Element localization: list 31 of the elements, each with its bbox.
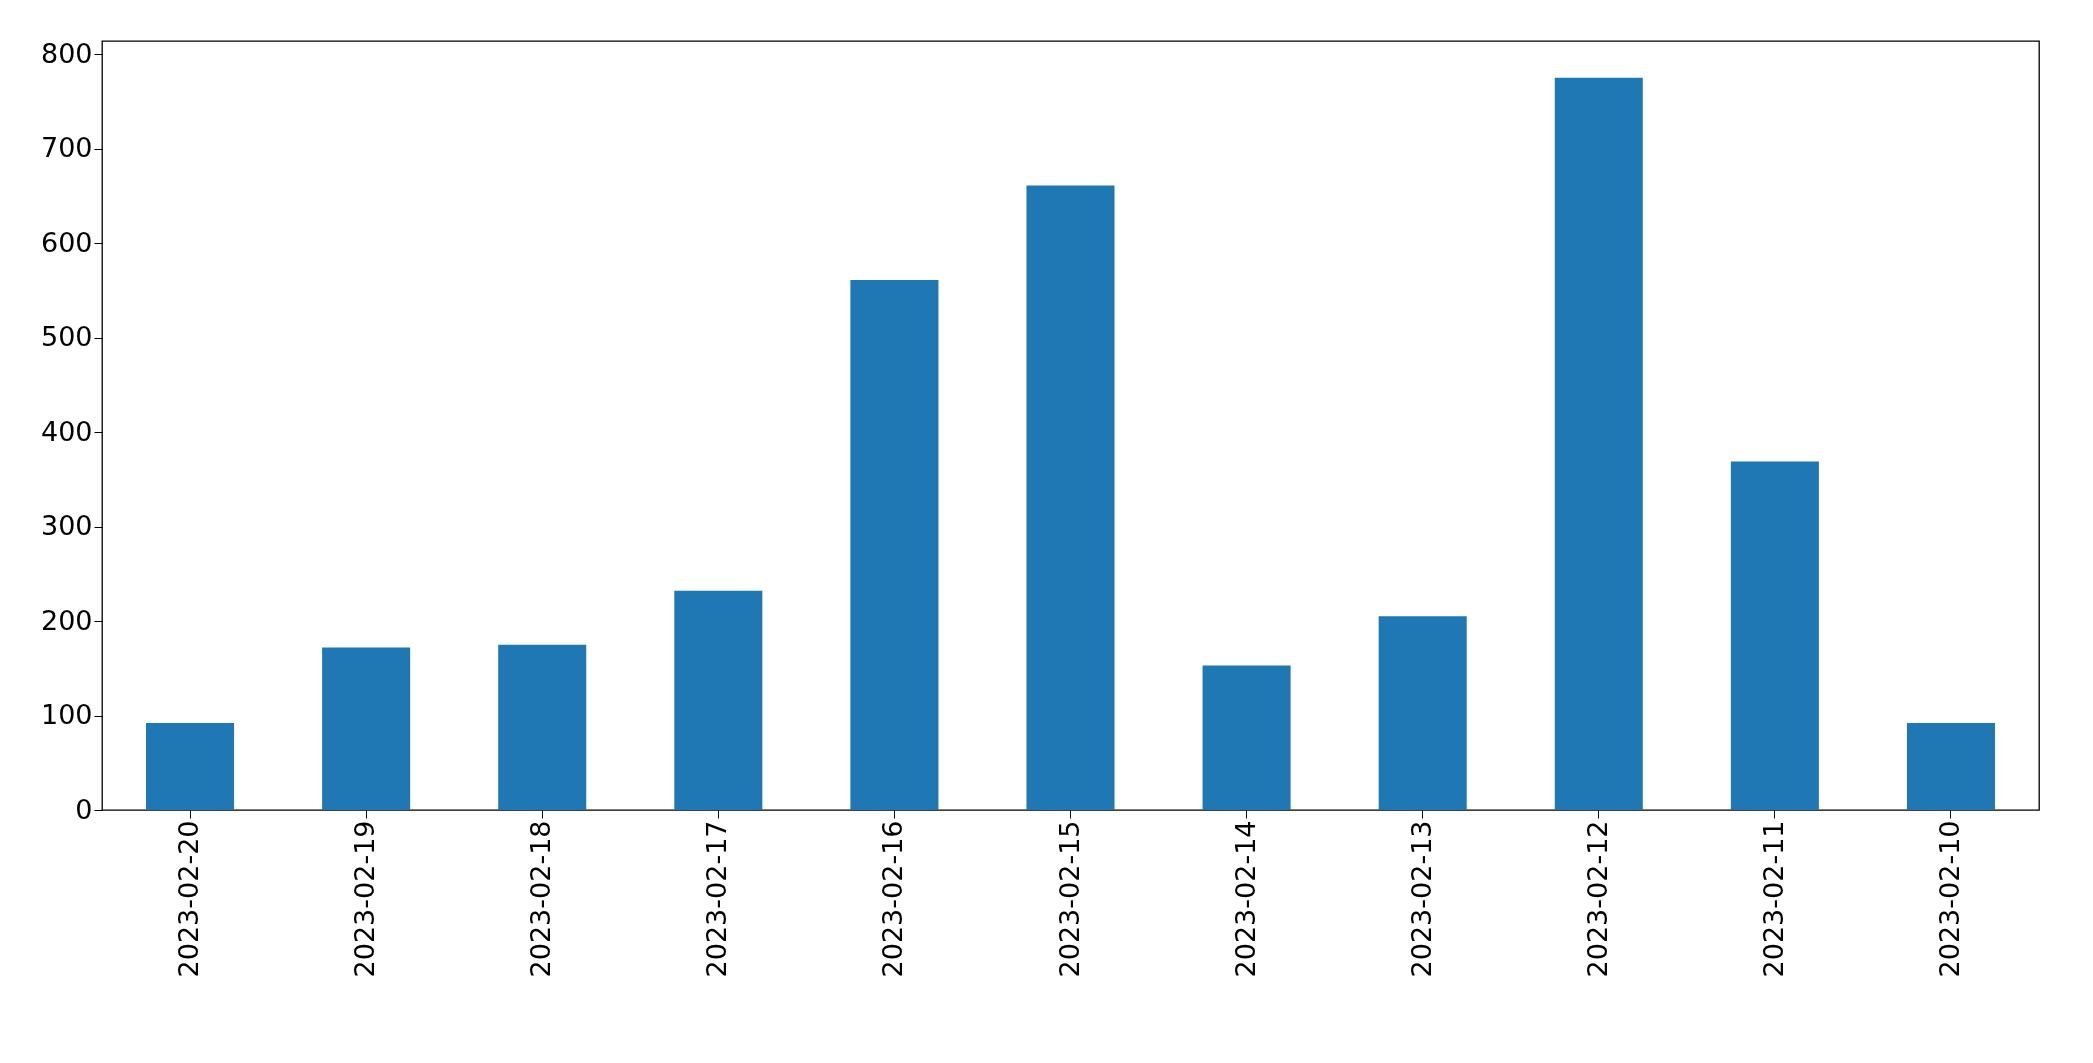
x-tick-label: 2023-02-14 bbox=[1229, 820, 1261, 978]
x-tick-label: 2023-02-18 bbox=[525, 820, 557, 978]
x-tick-label: 2023-02-19 bbox=[349, 820, 381, 978]
bar bbox=[322, 647, 411, 810]
bar bbox=[1554, 77, 1643, 810]
x-tick-label: 2023-02-11 bbox=[1757, 820, 1789, 978]
bar bbox=[1026, 185, 1115, 810]
y-tick-label: 0 bbox=[75, 793, 93, 825]
y-tick-label: 400 bbox=[40, 415, 93, 447]
y-tick-label: 700 bbox=[40, 132, 93, 164]
bar bbox=[1730, 461, 1819, 810]
bar bbox=[498, 644, 587, 810]
x-tick-label: 2023-02-15 bbox=[1053, 820, 1085, 978]
bar bbox=[1378, 616, 1467, 810]
x-tick-label: 2023-02-13 bbox=[1405, 820, 1437, 978]
y-tick-label: 300 bbox=[40, 510, 93, 542]
x-tick-label: 2023-02-16 bbox=[877, 820, 909, 978]
bar bbox=[674, 590, 763, 810]
y-tick-label: 100 bbox=[40, 699, 93, 731]
bar bbox=[146, 723, 235, 810]
y-tick-label: 600 bbox=[40, 226, 93, 258]
x-tick-label: 2023-02-12 bbox=[1581, 820, 1613, 978]
x-tick-label: 2023-02-10 bbox=[1933, 820, 1965, 978]
bar bbox=[850, 280, 939, 810]
y-tick-label: 200 bbox=[40, 604, 93, 636]
y-tick-label: 800 bbox=[40, 37, 93, 69]
y-tick-label: 500 bbox=[40, 321, 93, 353]
bar bbox=[1202, 665, 1291, 810]
x-tick-label: 2023-02-20 bbox=[173, 820, 205, 978]
x-tick-label: 2023-02-17 bbox=[701, 820, 733, 978]
bar bbox=[1906, 723, 1995, 810]
